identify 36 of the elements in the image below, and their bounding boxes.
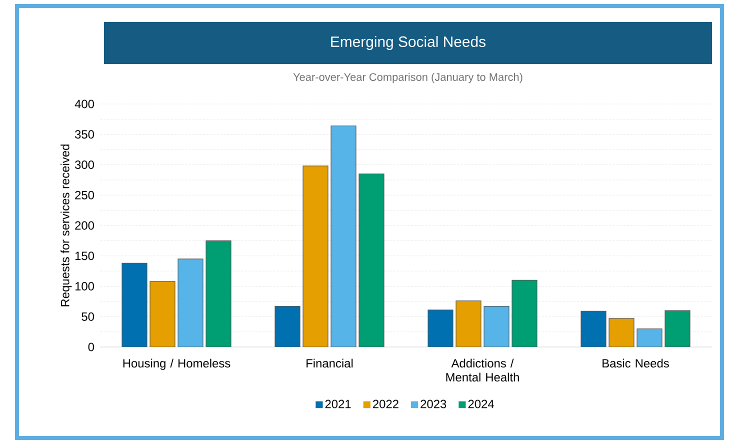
bar (330, 126, 356, 347)
bar (122, 262, 148, 347)
legend-label: 2023 (420, 400, 446, 408)
y-tick-label: 150 (75, 252, 94, 260)
bar (608, 318, 634, 347)
y-tick-label: 400 (74, 100, 94, 108)
bar (206, 240, 232, 347)
y-tick-label: 350 (74, 130, 94, 139)
bar (484, 306, 510, 347)
bar (150, 281, 176, 347)
y-tick-label: 250 (75, 190, 94, 200)
bar (358, 174, 384, 347)
y-tick-label: 50 (82, 312, 94, 321)
x-tick-label: Addictions / Mental Health (446, 358, 519, 382)
legend-label: 2021 (325, 400, 351, 408)
y-tick-label: 300 (74, 160, 94, 169)
bar (512, 280, 538, 347)
chart-title: Emerging Social Needs (331, 36, 486, 50)
bar (274, 306, 300, 347)
x-tick-label: Financial (306, 358, 353, 368)
bar (636, 328, 662, 347)
y-tick-label: 100 (75, 282, 94, 290)
chart-subtitle: Year-over-Year Comparison (January to March) (293, 72, 522, 84)
legend-label: 2024 (468, 400, 494, 408)
bar (456, 300, 482, 347)
x-tick-label: Basic Needs (602, 358, 669, 368)
legend-label: 2022 (373, 400, 398, 408)
y-tick-label: 200 (75, 221, 94, 230)
bar (428, 310, 454, 347)
x-tick-label: Housing / Homeless (123, 358, 230, 370)
y-tick-label: 0 (88, 342, 94, 352)
y-axis-title: Requests for services received (60, 144, 72, 306)
bar (580, 310, 606, 347)
bar (178, 258, 204, 347)
bar (302, 166, 328, 347)
bar (664, 310, 690, 347)
